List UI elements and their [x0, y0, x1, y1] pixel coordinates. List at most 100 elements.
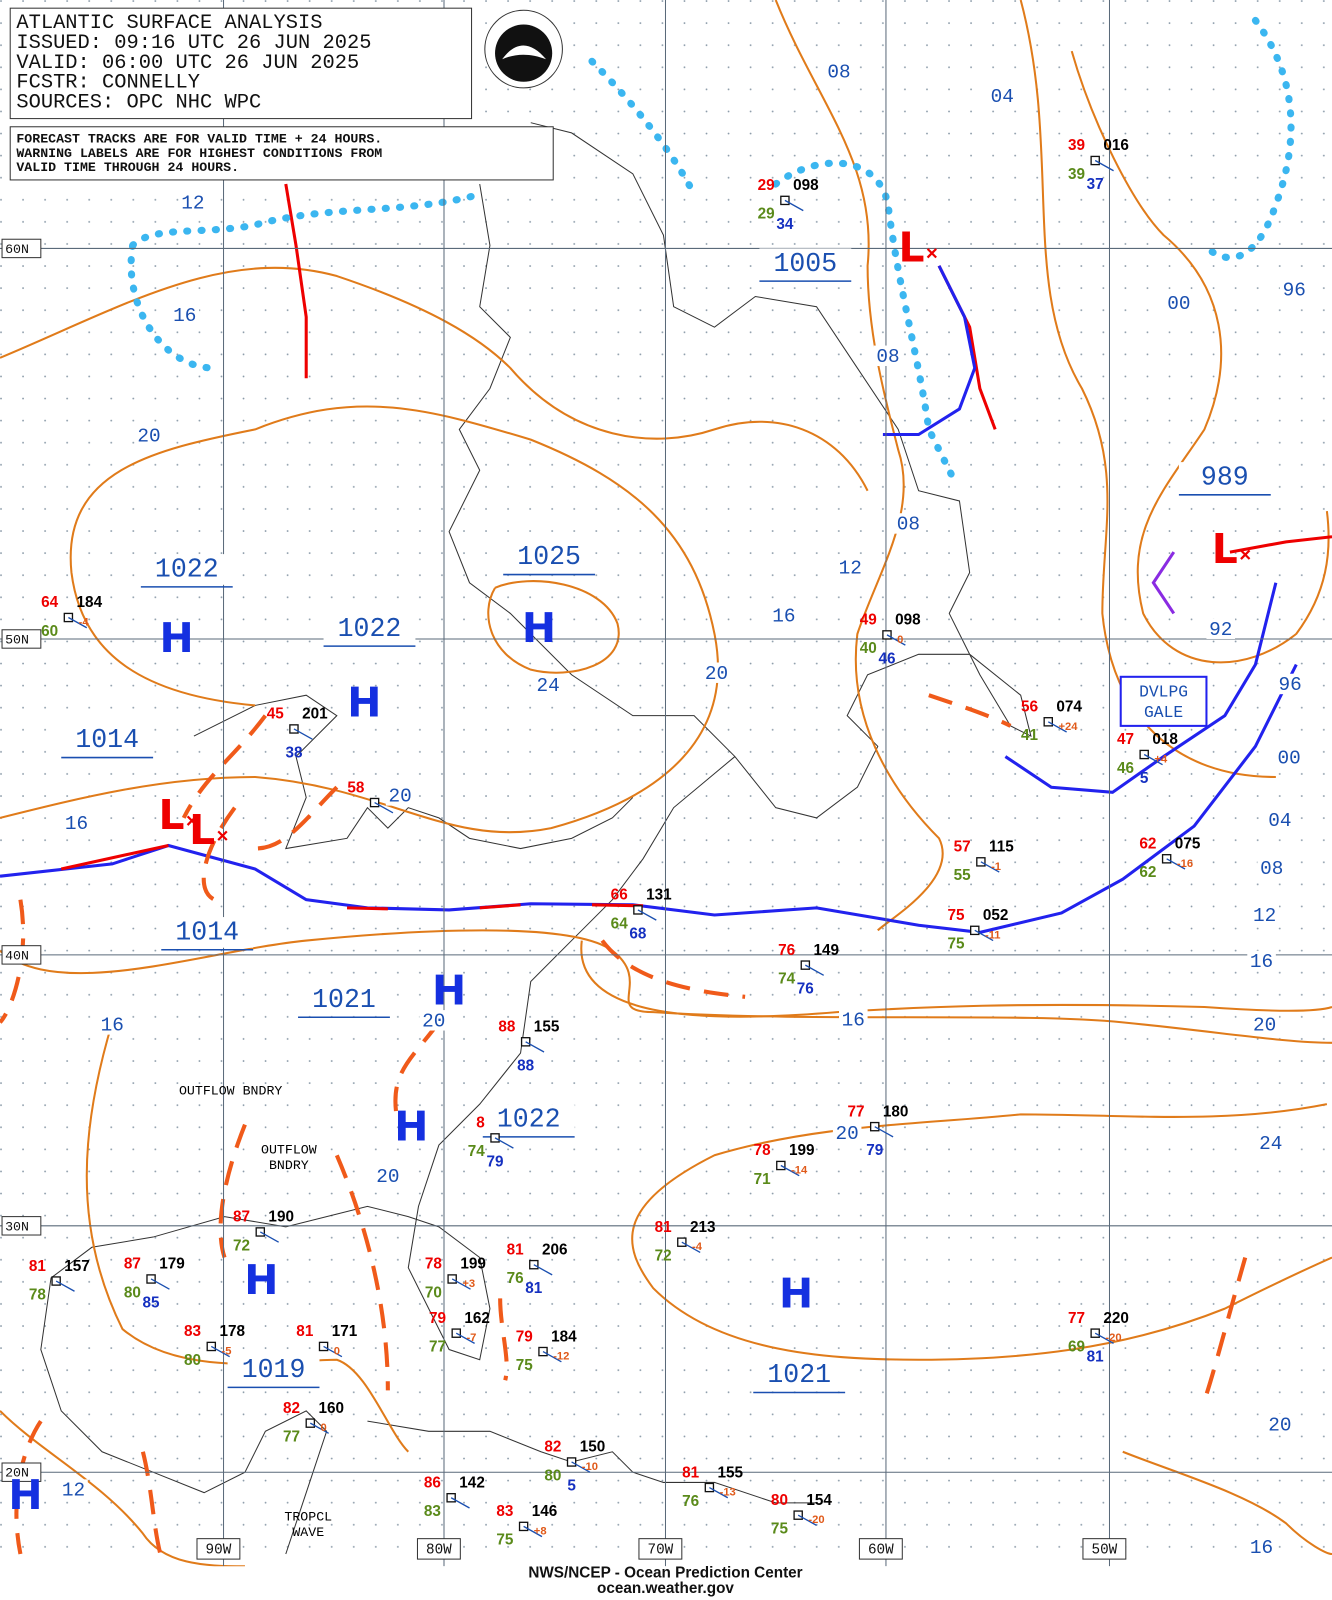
- station-dewpoint: 40: [860, 640, 877, 657]
- isobar-label-bg: [835, 557, 865, 578]
- latitude-label: 20N: [5, 1466, 29, 1481]
- station-pressure: 157: [64, 1258, 90, 1275]
- station-pressure: 162: [464, 1310, 490, 1327]
- station-temp: 80: [771, 1492, 788, 1509]
- isobar-label: 12: [839, 558, 862, 580]
- station-temp: 57: [954, 839, 971, 856]
- station-dewpoint: 80: [184, 1352, 201, 1369]
- station-dewpoint: 75: [516, 1357, 534, 1374]
- annotation: GALE: [1144, 703, 1183, 722]
- station-dewpoint: 75: [496, 1532, 514, 1549]
- station-temp: 8: [476, 1115, 485, 1132]
- center-pressure: 1022: [155, 554, 219, 584]
- isobar-label: 20: [1253, 1015, 1276, 1037]
- station-pressure: 098: [895, 612, 921, 629]
- station-tendency: -1: [991, 861, 1001, 873]
- station-pressure: 180: [883, 1103, 909, 1120]
- center-pressure-bg: [1178, 462, 1271, 493]
- station-tendency: +8: [534, 1525, 547, 1537]
- station-visibility: 81: [525, 1280, 543, 1297]
- center-pressure: 1005: [773, 249, 837, 279]
- note-line: FORECAST TRACKS ARE FOR VALID TIME + 24 …: [16, 132, 382, 147]
- isobar-label-bg: [1274, 747, 1304, 768]
- wind-barb: [374, 801, 394, 814]
- wind-barb: [210, 1345, 230, 1358]
- station-dewpoint: 46: [1117, 760, 1134, 777]
- annotation: DVLPG: [1139, 682, 1188, 701]
- isobar-label: 20: [137, 426, 160, 448]
- isobar-label: 16: [65, 813, 88, 835]
- isobar-label-bg: [178, 192, 208, 213]
- header-box: [9, 7, 473, 120]
- low-x-mark: ×: [1239, 546, 1251, 569]
- station-temp: 83: [496, 1503, 513, 1520]
- isobar-label-bg: [170, 304, 200, 326]
- isobar-label-bg: [373, 1165, 403, 1186]
- station-temp: 64: [41, 594, 59, 611]
- wind-barb: [709, 1486, 729, 1499]
- station-tendency: +24: [1058, 721, 1078, 733]
- station-pressure: 179: [159, 1256, 185, 1273]
- center-pressure-bg: [759, 248, 852, 280]
- station-visibility: 5: [1140, 770, 1149, 787]
- station-temp: 81: [296, 1323, 314, 1340]
- isobar-label: 12: [181, 193, 204, 215]
- station-tendency: 0: [320, 1422, 326, 1434]
- center-pressure: 1022: [497, 1104, 561, 1134]
- isobar-label-bg: [1247, 950, 1276, 972]
- center-pressure-bg: [61, 724, 154, 756]
- station-visibility: 68: [629, 925, 647, 942]
- station-dewpoint: 80: [544, 1467, 561, 1484]
- longitude-label: 90W: [206, 1543, 232, 1559]
- note-line: VALID TIME THROUGH 24 HOURS.: [16, 160, 239, 175]
- station-temp: 76: [778, 942, 795, 959]
- station-tendency: -20: [1105, 1332, 1121, 1344]
- gale-box: [1119, 675, 1208, 727]
- center-pressure-bg: [140, 554, 233, 585]
- center-pressure: 989: [1201, 462, 1249, 492]
- wind-barb: [974, 929, 994, 942]
- latitude-label: 50N: [5, 632, 29, 647]
- station-pressure: 201: [302, 706, 328, 723]
- station-pressure: 052: [983, 907, 1009, 924]
- wind-barb: [886, 634, 906, 646]
- wind-barb: [681, 1241, 701, 1253]
- isobar-label-bg: [702, 662, 731, 683]
- latitude-label-box: [1, 1462, 42, 1482]
- isobar-label: 24: [1259, 1133, 1282, 1155]
- station-visibility: 76: [797, 981, 814, 998]
- station-temp: 39: [1068, 137, 1085, 154]
- station-pressure: 213: [690, 1219, 716, 1236]
- longitude-label-box: [416, 1538, 461, 1560]
- station-pressure: 150: [580, 1439, 606, 1456]
- station-temp: 66: [611, 887, 628, 904]
- station-marker: [255, 1227, 266, 1237]
- longitude-label: 60W: [868, 1543, 894, 1559]
- longitude-label: 80W: [426, 1543, 452, 1559]
- latitude-label-box: [1, 238, 42, 259]
- low-x-mark: ×: [186, 811, 198, 834]
- wind-barb: [571, 1461, 591, 1473]
- station-tendency: -11: [985, 929, 1001, 941]
- station-temp: 87: [233, 1209, 250, 1226]
- station-marker: [1139, 749, 1149, 760]
- station-dewpoint: 74: [468, 1143, 486, 1160]
- center-symbol: L: [1212, 525, 1238, 573]
- center-pressure-bg: [482, 1104, 575, 1135]
- isobar-label: 04: [1268, 810, 1291, 832]
- isobar-label-bg: [832, 1122, 862, 1144]
- header-line: SOURCES: OPC NHC WPC: [16, 92, 261, 115]
- station-pressure: 160: [318, 1400, 344, 1417]
- station-visibility: 38: [285, 745, 303, 762]
- center-pressure-bg: [161, 917, 254, 948]
- station-temp: 78: [754, 1142, 772, 1159]
- wind-barb: [259, 1231, 279, 1243]
- isobar-label: 00: [1167, 293, 1190, 315]
- station-dewpoint: 41: [1021, 727, 1039, 744]
- annotation: WAVE: [292, 1525, 324, 1540]
- isobar-label: 08: [1260, 858, 1283, 880]
- latitude-label: 40N: [5, 948, 29, 963]
- center-pressure-bg: [753, 1359, 846, 1391]
- station-tendency: -20: [808, 1514, 824, 1526]
